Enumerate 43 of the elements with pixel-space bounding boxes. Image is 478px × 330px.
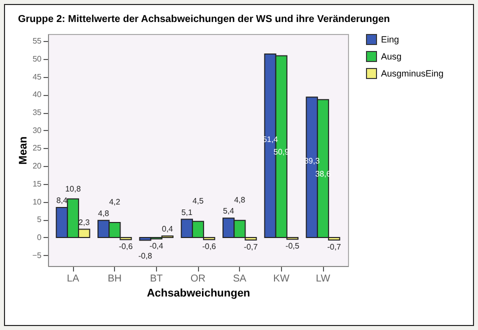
data-label: 4,8: [98, 208, 110, 218]
data-label: 2,3: [78, 218, 90, 227]
data-label: -0,7: [327, 242, 342, 252]
y-tick-label: 45: [32, 72, 42, 82]
x-tick-label: BT: [150, 274, 163, 284]
x-tick-label: KW: [273, 274, 290, 284]
y-tick-label: 55: [32, 36, 42, 46]
data-label: -0,6: [202, 242, 217, 252]
x-tick-label: OR: [190, 274, 206, 284]
data-label: 4,8: [234, 195, 246, 204]
y-tick-label: 0: [37, 232, 42, 242]
data-label: -0,7: [244, 242, 258, 252]
y-tick-label: 10: [32, 197, 42, 206]
chart-title: Gruppe 2: Mittelwerte der Achsabweichungen der WS und ihre Veränderungen: [18, 14, 390, 25]
data-label: 10,8: [65, 184, 82, 194]
x-axis-title: Achsabweichungen: [146, 288, 250, 300]
y-tick-label: 35: [32, 108, 42, 118]
data-label: -0,4: [149, 241, 164, 250]
data-label: 5,4: [222, 206, 235, 216]
x-tick-label: SA: [232, 274, 247, 284]
y-tick-label: 5: [37, 215, 42, 224]
data-label: 4,5: [192, 196, 204, 206]
data-label: 8,4: [56, 196, 68, 206]
y-tick-label: 25: [32, 144, 42, 153]
legend-label: AusgminusEing: [381, 68, 444, 78]
y-tick-label: 20: [32, 162, 42, 171]
x-tick-label: LA: [66, 274, 80, 284]
data-label: -0,5: [286, 242, 300, 251]
y-tick-label: 50: [32, 54, 42, 64]
y-tick-label: 40: [32, 90, 42, 100]
x-tick-label: BH: [108, 274, 122, 284]
legend-label: Ausg: [381, 52, 402, 62]
data-label: 4,2: [109, 197, 121, 206]
y-tick-label: −5: [32, 250, 42, 260]
y-tick-label: 15: [32, 179, 42, 188]
y-axis-title: Mean: [17, 136, 30, 165]
data-label: 5,1: [181, 208, 193, 217]
legend-label: Eing: [381, 34, 400, 44]
x-tick-label: LW: [316, 274, 331, 284]
data-label: 0,4: [162, 224, 174, 234]
data-label: -0,8: [138, 252, 153, 261]
y-tick-label: 30: [32, 126, 42, 135]
data-label: -0,6: [118, 242, 134, 252]
